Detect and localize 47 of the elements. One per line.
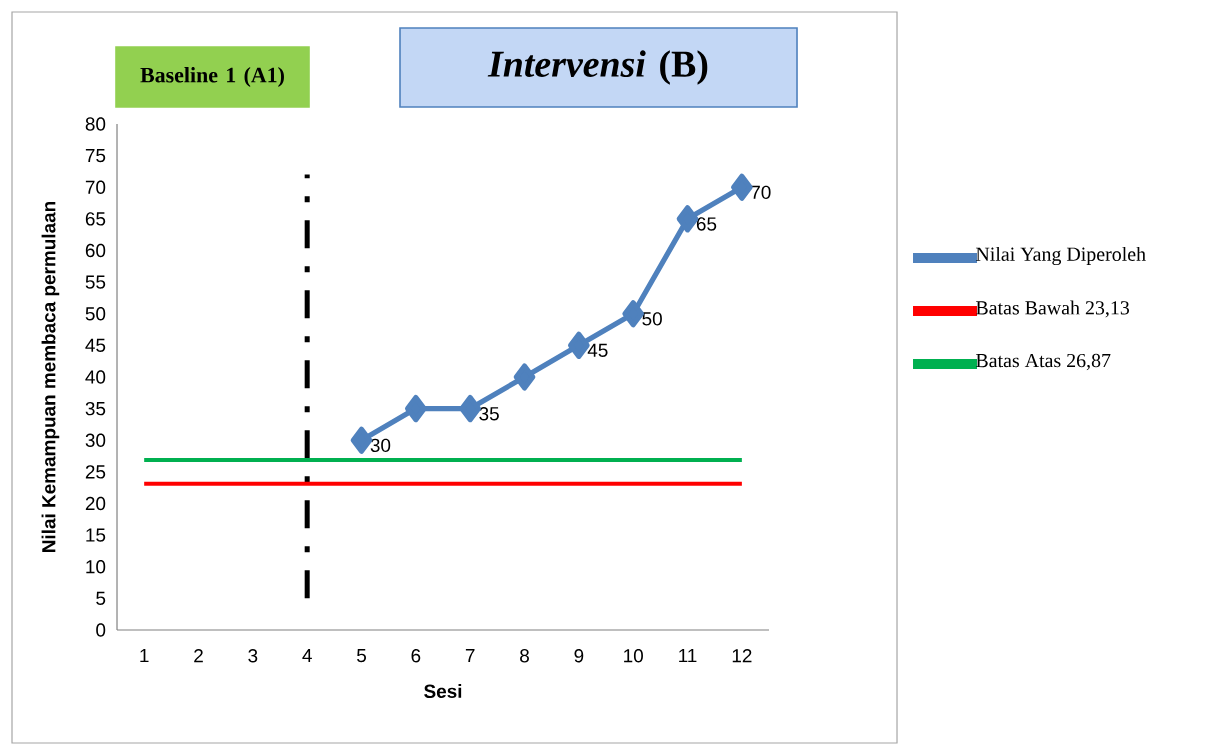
point [513,363,536,391]
text: Baseline 1 (A1) [140,67,284,87]
x-tick-label: 9 [574,649,584,663]
x-tick-label: 11 [679,649,697,663]
data-label: 65 [696,217,717,231]
y-tick-label: 15 [86,528,106,542]
x-tick-label: 3 [248,649,258,663]
point [350,426,373,454]
x-tick-label: 5 [357,649,366,663]
data-label: 30 [370,438,391,453]
x-tick-label: 7 [465,649,475,663]
y-tick-label: 5 [96,591,106,605]
x-tick-label: 2 [194,649,203,663]
x-tick-label: 4 [302,649,312,663]
text: Intervensi (B) [487,50,708,85]
data-label: 70 [751,185,771,200]
legend-label: Batas Atas 26,87 [975,353,1111,371]
x-tick-label: 6 [411,649,421,663]
y-tick-label: 25 [85,465,106,479]
legend-label: Batas Bawah 23,13 [975,300,1130,318]
x-tick-label: 8 [520,649,529,663]
data-label: 45 [587,343,608,357]
y-tick-label: 50 [85,307,106,321]
y-tick-label: 20 [85,496,106,511]
x-tick-label: 1 [140,649,149,663]
y-tick-label: 60 [85,243,106,258]
y-tick-label: 35 [85,401,106,416]
y-tick-label: 0 [96,623,106,637]
y-tick-label: 30 [85,433,106,447]
data-label: 35 [479,407,499,421]
point [676,205,699,233]
y-tick-label: 70 [85,180,106,194]
x-axis-title: Sesi [424,684,462,699]
y-tick-label: 45 [85,338,106,352]
point [405,395,427,423]
y-tick-label: 65 [85,212,106,226]
y-axis-title: Nilai Kemampuan membaca permulaan [41,201,60,552]
y-tick-label: 55 [85,275,106,289]
y-tick-label: 80 [85,117,106,131]
x-tick-label: 12 [732,649,752,663]
x-tick-label: 10 [624,649,643,663]
point [731,173,753,201]
y-tick-label: 40 [85,370,106,384]
y-tick-label: 75 [85,149,106,163]
y-tick-label: 10 [86,560,106,574]
legend-label: Nilai Yang Diperoleh [975,246,1146,266]
data-label: 50 [642,312,662,326]
